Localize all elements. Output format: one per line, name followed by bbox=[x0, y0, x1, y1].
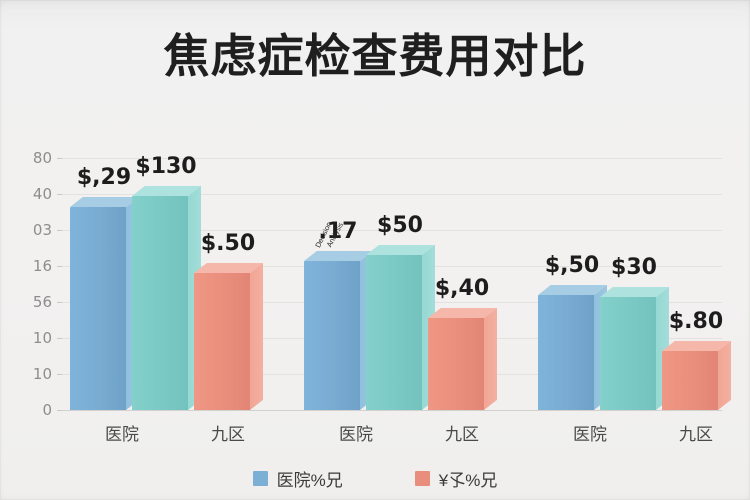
bar-front-face bbox=[600, 296, 656, 410]
bar-teal[interactable] bbox=[366, 245, 435, 410]
bar-side-face bbox=[484, 308, 497, 410]
x-axis-label: 医院 bbox=[105, 425, 139, 444]
bar-pink[interactable] bbox=[662, 340, 731, 410]
bar-front-face bbox=[194, 273, 250, 410]
y-axis-tick-mark bbox=[57, 158, 62, 159]
gridline bbox=[62, 194, 722, 195]
bar-teal[interactable] bbox=[132, 185, 201, 410]
y-axis-tick-mark bbox=[57, 302, 62, 303]
gridline bbox=[62, 410, 722, 411]
bar-pink[interactable] bbox=[194, 263, 263, 410]
bar-front-face bbox=[366, 255, 422, 410]
bar-value-label: $,50 bbox=[544, 252, 600, 278]
y-axis-tick-mark bbox=[57, 374, 62, 375]
y-axis-tick-mark bbox=[57, 194, 62, 195]
gridline bbox=[62, 158, 722, 159]
bar-value-label: $,29 bbox=[76, 164, 132, 190]
x-axis-label: 九区 bbox=[679, 425, 713, 444]
bar-value-label: .17 bbox=[318, 218, 358, 244]
y-axis-tick-label: 56 bbox=[32, 293, 52, 311]
legend-item[interactable]: ¥孓%兄 bbox=[414, 466, 498, 491]
bar-blue[interactable] bbox=[304, 250, 373, 410]
legend-swatch-icon bbox=[252, 471, 268, 486]
bar-front-face bbox=[662, 350, 718, 410]
plot-area: 0 10 10 56 16 03 40 80 $,29 $130 $.50.17 Decision A… bbox=[33, 122, 731, 419]
x-axis-label: 医院 bbox=[339, 425, 373, 444]
bar-front-face bbox=[132, 195, 188, 410]
y-axis-tick-label: 0 bbox=[42, 401, 52, 419]
y-axis-tick-label: 10 bbox=[32, 329, 52, 347]
bar-front-face bbox=[538, 294, 594, 410]
y-axis-tick-label: 40 bbox=[32, 185, 52, 203]
y-axis-tick-label: 03 bbox=[32, 221, 52, 239]
y-axis-tick-label: 80 bbox=[32, 149, 52, 167]
legend: 医院%兄 ¥孓%兄 bbox=[0, 466, 750, 491]
legend-item[interactable]: 医院%兄 bbox=[252, 466, 343, 491]
y-axis-tick-mark bbox=[57, 230, 62, 231]
chart-title: 焦虑症检查费用对比 bbox=[163, 30, 587, 82]
bar-blue[interactable] bbox=[70, 196, 139, 410]
bar-front-face bbox=[304, 260, 360, 410]
y-axis-tick-mark bbox=[57, 410, 62, 411]
bar-pink[interactable] bbox=[428, 308, 497, 410]
y-axis-tick-label: 16 bbox=[32, 257, 52, 275]
y-axis-tick-label: 10 bbox=[32, 365, 52, 383]
bar-teal[interactable] bbox=[600, 286, 669, 410]
bar-value-label: $.50 bbox=[200, 231, 256, 257]
bar-value-label: $50 bbox=[377, 213, 423, 239]
legend-label: ¥孓%兄 bbox=[438, 471, 498, 490]
gridline bbox=[62, 230, 722, 231]
bar-value-label: $.80 bbox=[668, 308, 724, 334]
legend-swatch-icon bbox=[414, 471, 430, 486]
bar-value-label: $,40 bbox=[434, 276, 490, 302]
bar-value-label: $30 bbox=[611, 254, 657, 280]
bar-side-face bbox=[718, 340, 731, 410]
x-axis-label: 九区 bbox=[211, 425, 245, 444]
x-axis-label: 九区 bbox=[445, 425, 479, 444]
legend-label: 医院%兄 bbox=[276, 471, 343, 490]
bar-front-face bbox=[428, 318, 484, 410]
y-axis-tick-mark bbox=[57, 266, 62, 267]
y-axis-tick-mark bbox=[57, 338, 62, 339]
bars-group: $,29 $130 $.50.17 Decision Analysis $50 $,40 $,… bbox=[62, 122, 731, 410]
bar-side-face bbox=[250, 263, 263, 410]
bar-blue[interactable] bbox=[538, 284, 607, 410]
bar-front-face bbox=[70, 206, 126, 410]
x-axis-label: 医院 bbox=[573, 425, 607, 444]
bar-value-label: $130 bbox=[135, 153, 197, 179]
